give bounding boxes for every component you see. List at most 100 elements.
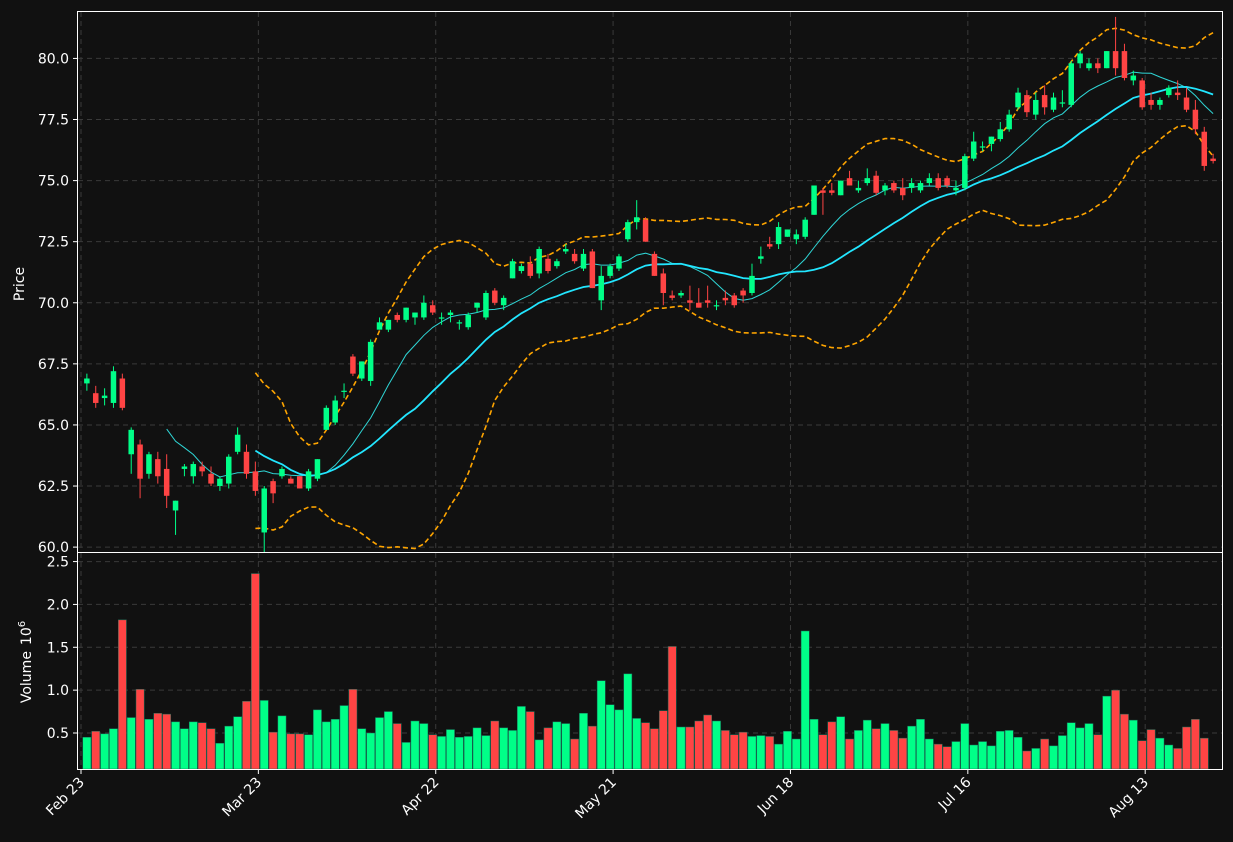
- volume-bar: [933, 743, 943, 770]
- candle: [793, 229, 800, 245]
- candle: [625, 219, 631, 242]
- candle: [740, 288, 746, 303]
- candle: [155, 451, 161, 484]
- candle-body: [855, 187, 862, 191]
- candle: [784, 229, 791, 237]
- candle: [1068, 60, 1074, 108]
- candle-body: [190, 464, 197, 477]
- candle-body: [429, 305, 436, 313]
- candle: [92, 385, 99, 408]
- candle: [802, 217, 808, 240]
- candle: [536, 246, 542, 279]
- candle-body: [527, 263, 534, 276]
- candle: [696, 288, 702, 308]
- candle-body: [456, 322, 463, 324]
- volume-bar: [729, 734, 739, 770]
- candlesticks: [84, 16, 1216, 552]
- volume-bar: [942, 746, 952, 770]
- candle-body: [243, 451, 250, 474]
- candle-body: [864, 178, 871, 184]
- price-tick-label: 62.5: [38, 479, 69, 495]
- volume-bar: [658, 710, 668, 770]
- candle: [332, 395, 338, 425]
- volume-bar: [109, 728, 118, 770]
- candle-body: [1130, 75, 1137, 81]
- candle-body: [1139, 80, 1145, 108]
- volume-bar: [765, 736, 775, 770]
- candle: [217, 476, 223, 491]
- volume-bar: [818, 734, 828, 770]
- volume-bar: [428, 734, 438, 770]
- candle-body: [766, 244, 773, 247]
- candle: [163, 454, 170, 509]
- volume-bar: [233, 716, 242, 770]
- candle: [979, 141, 986, 152]
- volume-bar: [543, 727, 553, 770]
- candle-body: [421, 302, 427, 318]
- volume-bar: [791, 738, 801, 770]
- volume-bar: [916, 719, 925, 770]
- candle: [1086, 58, 1092, 71]
- volume-bar: [667, 646, 677, 770]
- candle-body: [1103, 51, 1110, 69]
- volume-bar: [1102, 695, 1112, 770]
- candle-body: [616, 256, 622, 269]
- price-tick-label: 70.0: [38, 296, 69, 312]
- candle: [518, 263, 525, 274]
- volume-bar: [339, 705, 349, 770]
- volume-bar: [570, 738, 579, 770]
- candle-body: [837, 180, 844, 196]
- candle-body: [962, 156, 968, 188]
- volume-bar: [321, 721, 331, 770]
- candle-body: [1059, 102, 1066, 104]
- candle-body: [261, 488, 267, 533]
- candle: [429, 300, 436, 315]
- volume-bar: [197, 722, 207, 770]
- volume-bar: [632, 718, 642, 770]
- candle-body: [598, 275, 604, 301]
- candle: [110, 366, 117, 408]
- volume-bar: [809, 719, 819, 770]
- candle-body: [288, 478, 294, 484]
- candle-body: [953, 187, 959, 191]
- candle: [891, 180, 897, 193]
- volume-bar: [1093, 734, 1103, 770]
- candle-body: [208, 473, 214, 484]
- candle: [101, 388, 108, 406]
- volume-bar: [401, 742, 411, 770]
- candle-body: [607, 266, 613, 276]
- candle-body: [270, 481, 276, 494]
- volume-bar: [392, 723, 402, 770]
- volume-bar: [330, 719, 340, 770]
- bollinger-bands: [254, 27, 1214, 550]
- candle: [146, 451, 152, 479]
- candle-body: [829, 190, 835, 193]
- candle: [1192, 99, 1199, 135]
- candle: [199, 461, 205, 477]
- volume-bar: [135, 689, 145, 770]
- volume-bar: [224, 725, 234, 770]
- volume-bar: [1173, 748, 1182, 770]
- candle: [1201, 126, 1208, 171]
- volume-bar: [1031, 748, 1041, 770]
- candle-body: [1192, 109, 1199, 130]
- candle-body: [1095, 63, 1101, 69]
- candle: [820, 187, 826, 215]
- candle: [908, 178, 915, 193]
- candle: [766, 236, 773, 250]
- candle: [447, 310, 454, 323]
- price-tick-label: 65.0: [38, 418, 69, 434]
- volume-axis-exponent: 6: [17, 621, 28, 627]
- candle: [1148, 92, 1154, 110]
- volume-bar: [712, 720, 721, 770]
- price-tick-label: 75.0: [38, 174, 69, 190]
- volume-y-ticks: 0.5 1.0 1.5 2.0 2.5: [47, 555, 78, 742]
- candle: [713, 300, 720, 311]
- volume-bar: [969, 744, 979, 770]
- candle: [997, 121, 1004, 142]
- candle-body: [1041, 95, 1048, 108]
- candle-body: [917, 183, 924, 191]
- candle-body: [412, 312, 418, 318]
- volume-bar: [1066, 722, 1076, 770]
- candle-body: [1183, 97, 1190, 110]
